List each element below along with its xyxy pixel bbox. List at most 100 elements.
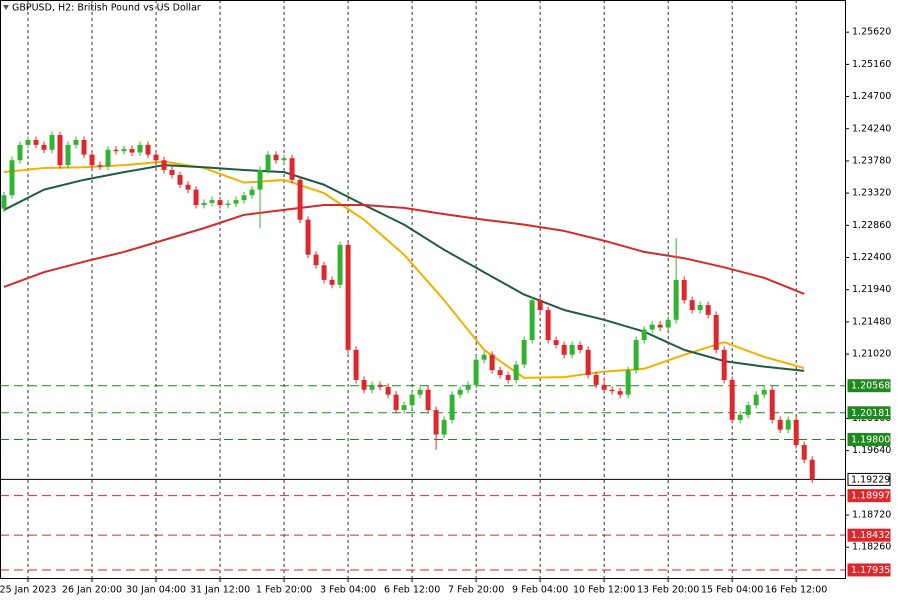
candle-body — [553, 340, 559, 345]
candle-body — [465, 384, 471, 390]
candle-body — [97, 165, 103, 167]
candle-body — [673, 279, 679, 320]
x-tick-label: 6 Feb 12:00 — [384, 585, 440, 596]
candle-body — [273, 154, 279, 161]
candle-body — [561, 344, 567, 355]
candle-body — [297, 179, 303, 220]
candle-body — [169, 170, 175, 175]
candle-body — [617, 391, 623, 395]
moving-average-line — [3, 204, 805, 295]
y-tick-label: 1.24700 — [852, 91, 891, 102]
x-tick-label: 30 Jan 04:00 — [126, 585, 186, 596]
x-tick-label: 9 Feb 04:00 — [512, 585, 568, 596]
axes: 25 Jan 2023 26 Jan 20:00 30 Jan 04:00 31 Ja… — [0, 27, 891, 596]
candle-body — [657, 324, 663, 328]
price-level-box — [847, 528, 891, 542]
candle-body — [593, 375, 599, 385]
candle-body — [361, 379, 367, 390]
candle-body — [433, 410, 439, 435]
chart-title: GBPUSD, H2: British Pound vs US Dollar — [12, 3, 201, 14]
price-level-label: 1.19229 — [851, 474, 890, 485]
candle-body — [633, 340, 639, 371]
y-tick-label: 1.22860 — [852, 220, 891, 231]
candle-body — [809, 459, 815, 480]
candle-body — [393, 394, 399, 411]
candle-body — [489, 354, 495, 371]
candle-body — [145, 144, 151, 155]
candle-body — [793, 419, 799, 446]
candle-body — [601, 384, 607, 390]
candle-body — [137, 144, 143, 153]
candle-body — [769, 389, 775, 420]
candle-body — [73, 139, 79, 145]
candle-body — [225, 203, 231, 206]
candle-body — [689, 300, 695, 310]
candle-body — [257, 170, 263, 190]
candle-body — [585, 349, 591, 376]
moving-averages — [3, 160, 805, 379]
candle-body — [721, 349, 727, 380]
price-level-label: 1.20181 — [851, 408, 890, 419]
x-tick-label: 1 Feb 20:00 — [256, 585, 312, 596]
candle-body — [337, 244, 343, 285]
candle-body — [177, 174, 183, 185]
candle-body — [577, 344, 583, 350]
candle-body — [777, 419, 783, 430]
y-tick-label: 1.25160 — [852, 59, 891, 70]
candle-body — [129, 149, 135, 153]
x-tick-label: 7 Feb 20:00 — [448, 585, 504, 596]
price-level-label: 1.20568 — [851, 381, 890, 392]
candle-body — [801, 445, 807, 460]
candle-body — [217, 200, 223, 206]
candle-body — [681, 279, 687, 301]
candle-body — [521, 340, 527, 365]
candle-body — [513, 364, 519, 380]
y-tick-label: 1.18260 — [852, 542, 891, 553]
candle-body — [49, 135, 55, 150]
candle-body — [505, 375, 511, 380]
candle-body — [537, 300, 543, 310]
candle-body — [369, 384, 375, 390]
price-level-box — [847, 432, 891, 446]
candle-body — [745, 405, 751, 415]
candle-body — [201, 202, 207, 206]
y-tick-label: 1.23780 — [852, 155, 891, 166]
moving-average-line — [3, 160, 805, 379]
candle-body — [313, 254, 319, 266]
candle-body — [713, 314, 719, 350]
y-tick-label: 1.19640 — [852, 445, 891, 456]
candle-body — [241, 195, 247, 201]
candle-body — [105, 149, 111, 167]
price-level-label: 1.19800 — [851, 434, 890, 445]
y-tick-label: 1.25620 — [852, 27, 891, 38]
candle-body — [481, 354, 487, 360]
price-level-box — [847, 379, 891, 393]
candle-body — [345, 244, 351, 350]
candle-body — [265, 154, 271, 171]
y-tick-label: 1.22400 — [852, 252, 891, 263]
candle-body — [113, 149, 119, 152]
candle-body — [17, 144, 23, 161]
y-tick-label: 1.21020 — [852, 349, 891, 360]
x-tick-label: 26 Jan 20:00 — [62, 585, 122, 596]
price-level-label: 1.17935 — [851, 565, 890, 576]
x-tick-label: 15 Feb 04:00 — [701, 585, 763, 596]
candle-body — [737, 414, 743, 420]
candle-body — [649, 324, 655, 330]
x-tick-label: 13 Feb 20:00 — [637, 585, 699, 596]
candle-body — [33, 139, 39, 145]
candle-body — [321, 265, 327, 280]
y-tick-label: 1.18720 — [852, 510, 891, 521]
candle-body — [529, 300, 535, 341]
candle-body — [761, 389, 767, 395]
y-tick-label: 1.21940 — [852, 284, 891, 295]
candle-body — [185, 184, 191, 190]
candle-body — [281, 158, 287, 161]
candle-body — [417, 389, 423, 395]
candle-body — [89, 154, 95, 166]
candle-body — [401, 405, 407, 411]
symbol-icon — [3, 5, 9, 10]
candle-body — [249, 189, 255, 196]
